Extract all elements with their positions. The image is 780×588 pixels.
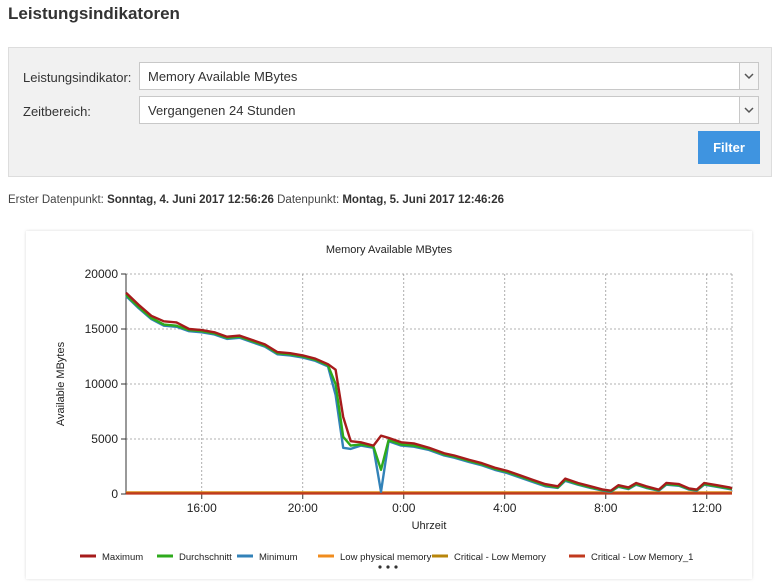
- chart-title: Memory Available MBytes: [326, 244, 453, 256]
- datapoint-info: Erster Datenpunkt: Sonntag, 4. Juni 2017…: [8, 194, 504, 206]
- chart-container: Memory Available MBytes 0 5000 10000 15000 2…: [26, 231, 752, 579]
- indicator-label: Leistungsindikator:: [23, 70, 132, 85]
- last-datapoint-value: Montag, 5. Juni 2017 12:46:26: [342, 194, 505, 206]
- first-datapoint-label: Erster Datenpunkt:: [8, 194, 104, 206]
- y-tick-label: 5000: [91, 432, 118, 446]
- series-line-2: [125, 294, 733, 493]
- range-label: Zeitbereich:: [23, 104, 91, 119]
- x-tick-label: 12:00: [692, 501, 722, 515]
- indicator-select-value: Memory Available MBytes: [148, 69, 298, 84]
- y-tick-label: 20000: [85, 267, 119, 281]
- memory-chart: Memory Available MBytes 0 5000 10000 15000 2…: [55, 244, 733, 569]
- x-tick-label: 16:00: [187, 501, 217, 515]
- x-tick-label: 0:00: [392, 501, 416, 515]
- x-axis-label: Uhrzeit: [412, 520, 447, 532]
- legend-label: Maximum: [102, 552, 143, 563]
- more-dots-icon[interactable]: [378, 565, 398, 569]
- series-line-1: [125, 291, 733, 492]
- y-axis-label: Available MBytes: [55, 341, 67, 426]
- filter-panel: Leistungsindikator: Memory Available MBy…: [8, 47, 772, 177]
- x-tick-label: 8:00: [594, 501, 618, 515]
- y-tick-label: 0: [111, 487, 118, 501]
- legend-label: Minimum: [259, 552, 298, 563]
- first-datapoint-value: Sonntag, 4. Juni 2017 12:56:26: [107, 194, 274, 206]
- y-tick-label: 10000: [85, 377, 119, 391]
- series-line-3: [125, 295, 733, 493]
- x-tick-label: 20:00: [288, 501, 318, 515]
- last-datapoint-label: Datenpunkt:: [277, 194, 340, 206]
- chevron-down-icon[interactable]: [739, 97, 758, 123]
- legend-label: Critical - Low Memory_1: [591, 552, 693, 563]
- range-select[interactable]: Vergangenen 24 Stunden: [139, 96, 759, 124]
- legend-label: Critical - Low Memory: [454, 552, 546, 563]
- x-tick-label: 4:00: [493, 501, 517, 515]
- indicator-select[interactable]: Memory Available MBytes: [139, 62, 759, 90]
- legend-label: Durchschnitt: [179, 552, 232, 563]
- legend-label: Low physical memory: [340, 552, 432, 563]
- page-title: Leistungsindikatoren: [8, 4, 180, 23]
- chevron-down-icon[interactable]: [739, 63, 758, 89]
- range-select-value: Vergangenen 24 Stunden: [148, 103, 296, 118]
- filter-button[interactable]: Filter: [698, 131, 760, 164]
- y-tick-label: 15000: [85, 322, 119, 336]
